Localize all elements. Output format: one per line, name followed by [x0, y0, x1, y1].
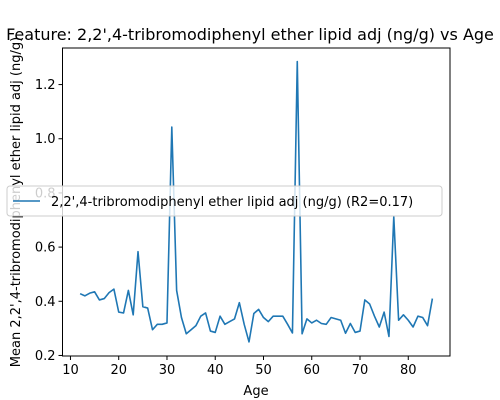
y-tick-label: 1.0: [35, 132, 56, 147]
series-line-0: [79, 60, 434, 343]
y-tick-label: 1.2: [35, 78, 56, 93]
y-tick-label: 0.6: [35, 241, 56, 256]
y-tick-label: 0.4: [35, 295, 56, 310]
x-tick-label: 30: [159, 363, 176, 378]
x-axis-label: Age: [243, 384, 268, 399]
chart-title: Feature: 2,2',4-tribromodiphenyl ether l…: [6, 25, 494, 44]
y-tick-label: 0.2: [35, 349, 56, 364]
x-tick-label: 50: [255, 363, 272, 378]
legend-box: [6, 185, 443, 217]
x-tick-label: 80: [400, 363, 417, 378]
x-tick-label: 10: [62, 363, 79, 378]
legend-label: 2,2',4-tribromodiphenyl ether lipid adj …: [51, 195, 413, 210]
legend: 2,2',4-tribromodiphenyl ether lipid adj …: [6, 185, 443, 217]
x-tick-label: 70: [352, 363, 369, 378]
x-tick-label: 40: [207, 363, 224, 378]
x-tick-label: 20: [110, 363, 127, 378]
x-tick-label: 60: [303, 363, 320, 378]
